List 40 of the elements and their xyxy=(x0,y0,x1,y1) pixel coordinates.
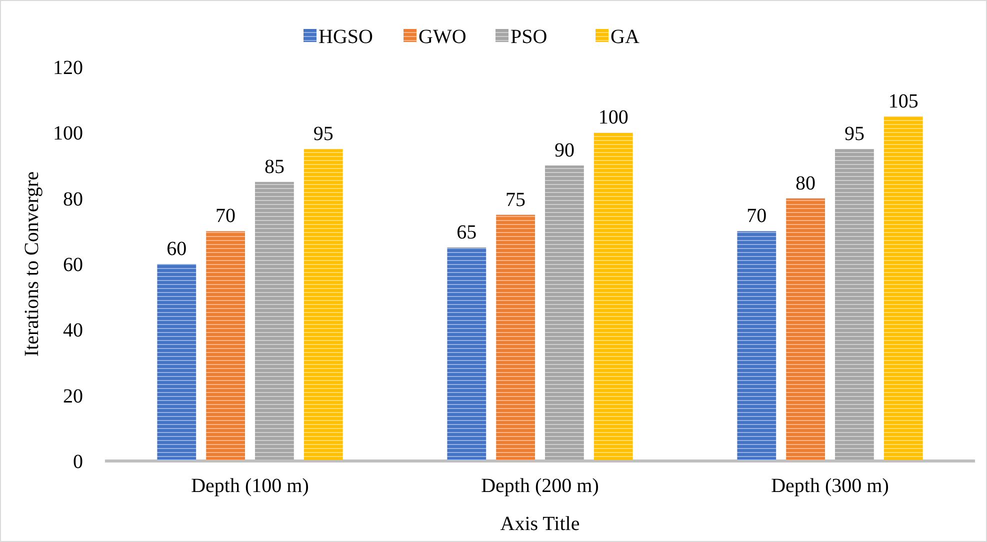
data-label: 95 xyxy=(313,123,334,146)
bar xyxy=(786,198,825,461)
bar xyxy=(737,231,776,461)
x-tick-label: Depth (200 m) xyxy=(481,475,599,497)
bar xyxy=(304,149,343,461)
legend-label: GA xyxy=(610,26,640,48)
data-label: 85 xyxy=(264,156,284,178)
bar xyxy=(884,116,923,461)
data-label: 105 xyxy=(888,90,918,112)
legend-label: PSO xyxy=(510,26,548,48)
data-label: 90 xyxy=(554,140,574,162)
data-label: 70 xyxy=(746,205,767,228)
data-label: 95 xyxy=(844,123,864,146)
y-tick-label: 0 xyxy=(73,451,83,473)
y-tick-label: 40 xyxy=(63,320,83,342)
bar xyxy=(255,182,294,461)
bar xyxy=(157,264,196,461)
data-label: 70 xyxy=(216,205,236,228)
x-tick-label: Depth (300 m) xyxy=(771,475,889,497)
data-label: 65 xyxy=(456,222,477,244)
data-label: 60 xyxy=(166,238,187,260)
bar xyxy=(496,214,535,461)
bar xyxy=(594,132,633,461)
x-axis-title: Axis Title xyxy=(500,513,580,535)
y-tick-label: 80 xyxy=(63,188,83,210)
bar xyxy=(545,166,584,461)
bar xyxy=(206,231,245,461)
bar xyxy=(447,248,486,461)
y-tick-label: 100 xyxy=(53,122,83,145)
data-label: 100 xyxy=(598,106,628,129)
data-label: 75 xyxy=(506,188,526,211)
y-tick-label: 120 xyxy=(53,57,83,79)
bar xyxy=(835,149,874,461)
data-label: 80 xyxy=(796,172,816,194)
legend-label: HGSO xyxy=(318,26,373,48)
y-axis-title: Iterations to Convergre xyxy=(21,171,43,357)
legend-label: GWO xyxy=(418,26,466,48)
y-tick-label: 60 xyxy=(63,254,83,276)
x-tick-label: Depth (100 m) xyxy=(191,475,309,497)
y-tick-label: 20 xyxy=(63,385,83,408)
